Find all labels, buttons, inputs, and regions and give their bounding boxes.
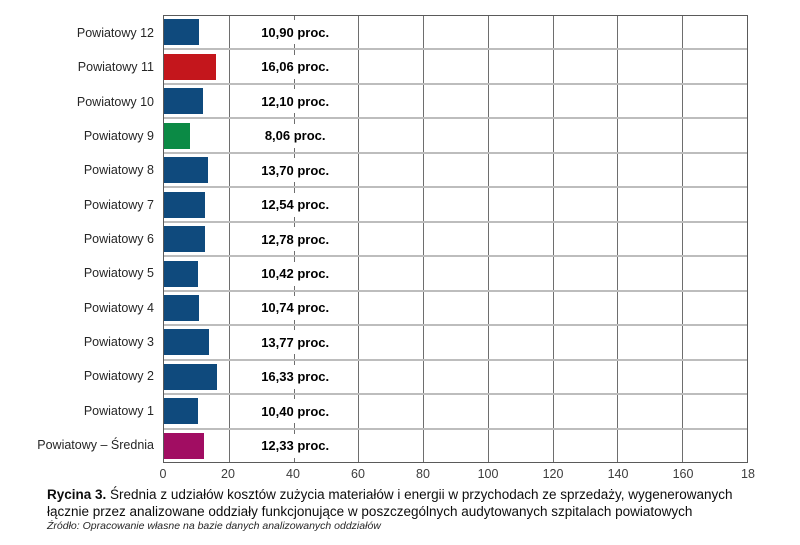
value-label: 12,10 proc.: [236, 89, 354, 114]
category-label: Powiatowy 4: [83, 300, 154, 315]
bar: [164, 226, 206, 253]
x-tick-label: 20: [221, 467, 235, 481]
value-label: 10,74 proc.: [236, 295, 354, 320]
category-label: Powiatowy 7: [83, 197, 154, 212]
caption-label: Rycina 3.: [47, 487, 107, 502]
value-label: 13,77 proc.: [236, 330, 354, 355]
chart-row: 16,06 proc.: [164, 50, 747, 85]
bar-chart: Powiatowy 12 Powiatowy 11 Powiatowy 10 Powi…: [37, 15, 748, 463]
category-label: Powiatowy 12: [76, 26, 154, 41]
category-label: Powiatowy 11: [77, 60, 154, 75]
bar: [164, 398, 198, 425]
chart-row: 16,33 proc.: [164, 361, 747, 396]
gridline: [423, 16, 425, 462]
category-label: Powiatowy 6: [83, 232, 154, 247]
value-label: 10,42 proc.: [236, 261, 354, 286]
bar: [164, 122, 191, 149]
category-label: Powiatowy 1: [83, 403, 154, 418]
chart-row: 13,70 proc.: [164, 154, 747, 189]
gridline: [487, 16, 489, 462]
bar-rows: 10,90 proc. 16,06 proc. 12,10 proc. 8,06 pr…: [164, 16, 747, 462]
bar: [164, 191, 205, 218]
bar: [164, 294, 199, 321]
bar: [164, 363, 217, 390]
category-label: Powiatowy – Średnia: [37, 437, 154, 452]
chart-row: 12,10 proc.: [164, 85, 747, 120]
category-label: Powiatowy 3: [83, 334, 154, 349]
bar: [164, 260, 198, 287]
x-tick-label: 0: [159, 467, 167, 481]
value-label: 10,40 proc.: [236, 399, 354, 424]
gridline: [617, 16, 619, 462]
chart-row: 13,77 proc.: [164, 326, 747, 361]
bar: [164, 19, 200, 46]
value-label: 8,06 proc.: [236, 123, 354, 148]
chart-row: 12,54 proc.: [164, 188, 747, 223]
plot-area: 10,90 proc. 16,06 proc. 12,10 proc. 8,06 pr…: [163, 15, 748, 463]
x-tick-label: 140: [607, 467, 629, 481]
x-tick-label: 60: [351, 467, 365, 481]
category-label: Powiatowy 9: [83, 129, 154, 144]
bar: [164, 53, 217, 80]
category-label: Powiatowy 8: [83, 163, 154, 178]
bar: [164, 157, 209, 184]
category-label: Powiatowy 2: [83, 369, 154, 384]
chart-row: 8,06 proc.: [164, 119, 747, 154]
x-tick-label: 160: [672, 467, 694, 481]
value-label: 12,54 proc.: [236, 192, 354, 217]
value-label: 13,70 proc.: [236, 158, 354, 183]
gridline: [552, 16, 554, 462]
caption-text: Średnia z udziałów kosztów zużycia mater…: [47, 487, 733, 519]
chart-row: 10,90 proc.: [164, 16, 747, 51]
category-label: Powiatowy 10: [76, 94, 154, 109]
gridline: [682, 16, 684, 462]
source-note: Źródło: Opracowanie własne na bazie dany…: [47, 520, 381, 532]
chart-row: 12,78 proc.: [164, 223, 747, 258]
chart-row: 10,42 proc.: [164, 257, 747, 292]
x-tick-label: 80: [416, 467, 430, 481]
chart-row: 10,40 proc.: [164, 395, 747, 430]
x-tick-label: 40: [286, 467, 300, 481]
chart-row: 10,74 proc.: [164, 292, 747, 327]
figure-caption: Rycina 3. Średnia z udziałów kosztów zuż…: [47, 486, 767, 520]
chart-row: 12,33 proc.: [164, 430, 747, 462]
x-tick-label: 18: [741, 467, 755, 481]
bar: [164, 329, 209, 356]
x-tick-label: 120: [542, 467, 564, 481]
bar: [164, 88, 204, 115]
bar: [164, 432, 204, 459]
gridline: [358, 16, 360, 462]
category-label: Powiatowy 5: [83, 266, 154, 281]
value-label: 16,06 proc.: [236, 54, 354, 79]
value-label: 12,33 proc.: [236, 433, 354, 458]
value-label: 16,33 proc.: [236, 364, 354, 389]
value-label: 12,78 proc.: [236, 227, 354, 252]
category-axis: Powiatowy 12 Powiatowy 11 Powiatowy 10 Powi…: [37, 15, 163, 463]
gridline: [228, 16, 230, 462]
x-tick-label: 100: [477, 467, 499, 481]
value-label: 10,90 proc.: [236, 20, 354, 45]
